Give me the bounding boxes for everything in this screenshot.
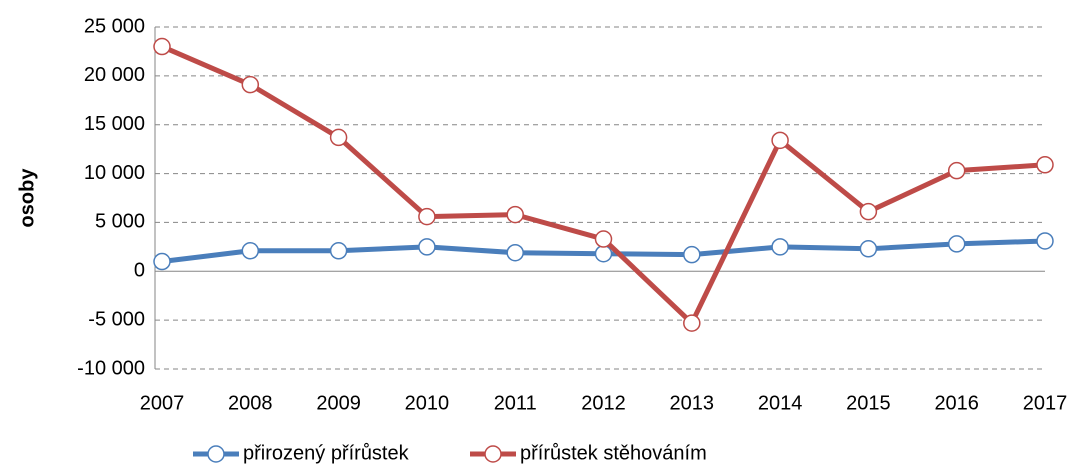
legend-label: přirozený přírůstek bbox=[243, 442, 410, 464]
x-tick-label: 2017 bbox=[1023, 392, 1068, 414]
y-tick-label: -10 000 bbox=[77, 357, 145, 379]
point-marker bbox=[771, 238, 789, 256]
point-marker bbox=[329, 128, 348, 147]
point-marker bbox=[329, 242, 348, 260]
y-tick-label: 20 000 bbox=[84, 64, 145, 86]
point-marker bbox=[947, 235, 966, 253]
legend-marker bbox=[484, 445, 502, 463]
point-marker bbox=[1036, 232, 1054, 250]
x-tick-label: 2007 bbox=[140, 392, 185, 414]
y-tick-label: -5 000 bbox=[88, 308, 145, 330]
point-marker bbox=[153, 252, 171, 271]
y-tick-label: 0 bbox=[134, 260, 145, 282]
point-marker bbox=[683, 314, 701, 332]
point-marker bbox=[859, 202, 878, 221]
x-tick-label: 2010 bbox=[405, 392, 450, 414]
x-tick-label: 2016 bbox=[934, 392, 979, 414]
x-tick-label: 2014 bbox=[758, 392, 803, 414]
point-marker bbox=[683, 245, 701, 264]
x-tick-label: 2008 bbox=[228, 392, 273, 414]
point-marker bbox=[947, 161, 966, 180]
x-tick-label: 2013 bbox=[670, 392, 715, 414]
point-marker bbox=[418, 238, 436, 256]
point-marker bbox=[506, 205, 524, 224]
x-tick-label: 2011 bbox=[494, 392, 537, 414]
point-marker bbox=[418, 207, 436, 226]
y-axis-label: osoby bbox=[16, 168, 38, 228]
legend-marker bbox=[207, 445, 225, 463]
y-tick-label: 10 000 bbox=[84, 162, 145, 184]
point-marker bbox=[859, 240, 878, 258]
y-tick-label: 5 000 bbox=[95, 211, 145, 233]
point-marker bbox=[1036, 156, 1054, 174]
point-marker bbox=[594, 230, 613, 248]
point-marker bbox=[241, 242, 260, 260]
y-tick-label: 15 000 bbox=[84, 113, 145, 135]
x-tick-label: 2012 bbox=[581, 392, 626, 414]
point-marker bbox=[594, 244, 613, 263]
point-marker bbox=[153, 37, 171, 56]
y-tick-label: 25 000 bbox=[84, 15, 145, 37]
series-line bbox=[161, 44, 1046, 326]
x-tick-label: 2009 bbox=[316, 392, 361, 414]
point-marker bbox=[241, 75, 260, 94]
legend-label: přírůstek stěhováním bbox=[520, 442, 707, 464]
x-tick-label: 2015 bbox=[846, 392, 891, 414]
point-marker bbox=[506, 243, 524, 262]
point-marker bbox=[771, 131, 789, 150]
